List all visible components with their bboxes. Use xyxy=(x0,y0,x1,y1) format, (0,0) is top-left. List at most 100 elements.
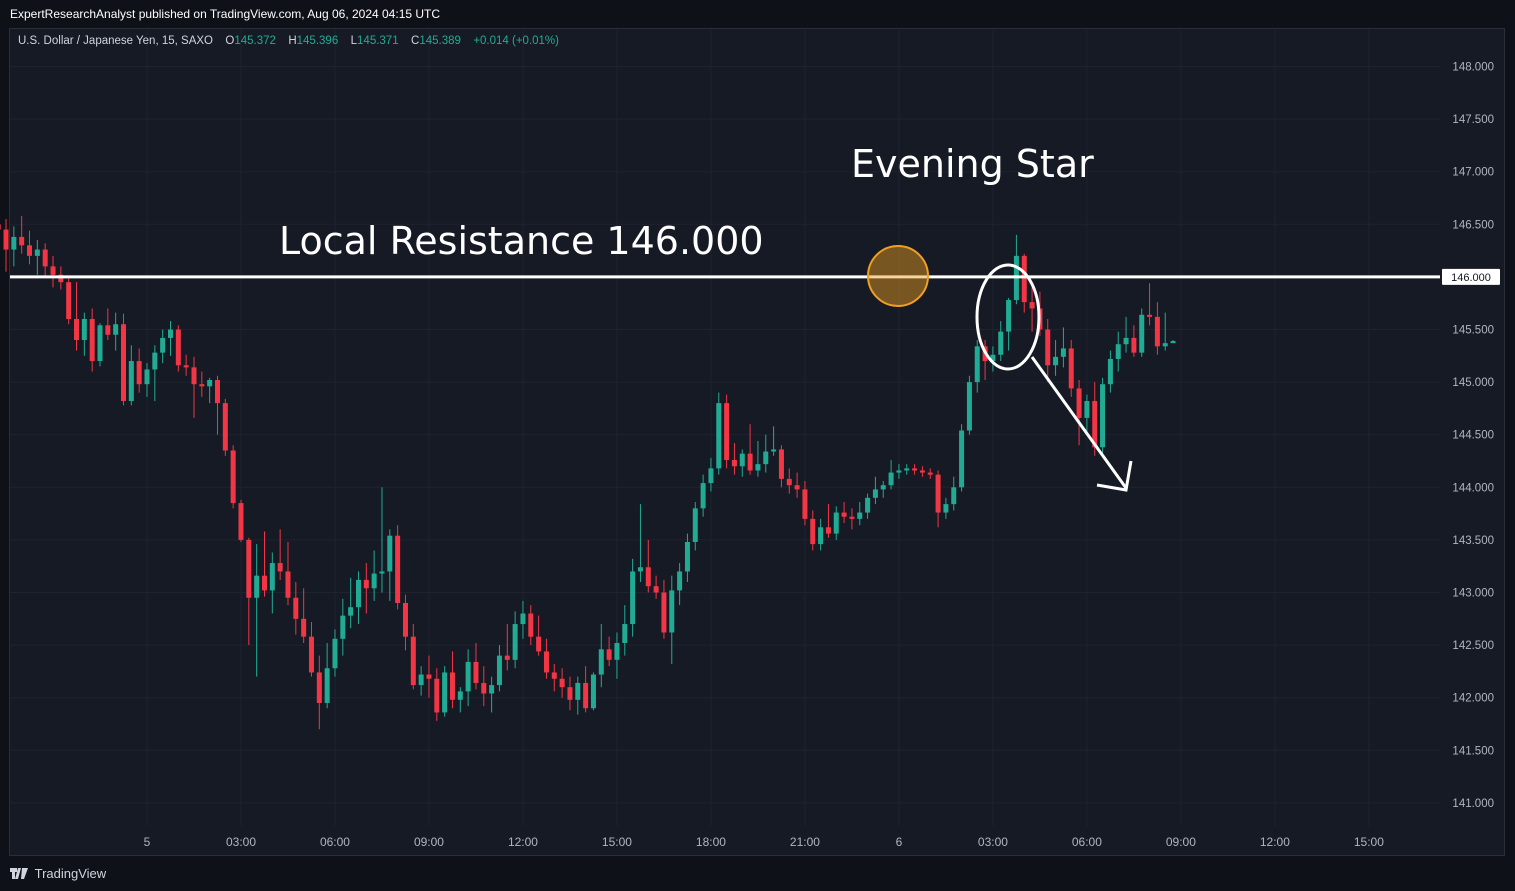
candle-body xyxy=(1076,388,1082,418)
candle-body xyxy=(426,674,432,679)
footer-bar xyxy=(0,856,1515,891)
candle xyxy=(1060,327,1066,368)
candle xyxy=(183,354,189,376)
candle xyxy=(551,664,557,692)
candle xyxy=(254,544,260,677)
candle xyxy=(919,466,925,477)
candle xyxy=(912,464,918,475)
candle-body xyxy=(261,575,267,591)
candle xyxy=(442,666,448,717)
time-axis: 4503:0006:0009:0012:0015:0018:0021:00603… xyxy=(144,835,1385,849)
candle xyxy=(543,638,549,679)
candle xyxy=(1084,394,1090,433)
candle-body xyxy=(434,678,440,713)
legend-low-label: L xyxy=(350,35,358,47)
candle xyxy=(1100,377,1106,454)
candle xyxy=(716,392,722,475)
candle xyxy=(755,441,761,477)
candle-body xyxy=(214,379,220,404)
candle xyxy=(1053,340,1059,376)
candle-body xyxy=(410,636,416,686)
candle-body xyxy=(833,512,839,534)
candle xyxy=(261,531,267,597)
candle xyxy=(246,537,252,646)
candle xyxy=(747,424,753,475)
candle xyxy=(214,375,220,435)
candle xyxy=(387,529,393,601)
candle-body xyxy=(1107,358,1113,385)
candle xyxy=(379,487,385,593)
candle-body xyxy=(1060,348,1066,357)
candle xyxy=(802,480,808,526)
candle-body xyxy=(645,567,651,587)
candle-body xyxy=(11,236,17,250)
candle-body xyxy=(904,468,910,471)
candle-body xyxy=(1131,337,1137,353)
price-tick-label: 145.500 xyxy=(1452,325,1494,337)
candle-body xyxy=(387,535,393,572)
candle-body xyxy=(183,365,189,368)
candle-body xyxy=(802,489,808,519)
candle xyxy=(371,550,377,601)
candle xyxy=(1006,297,1012,351)
chart-pane[interactable] xyxy=(9,28,1505,856)
tradingview-logo[interactable]: TradingView xyxy=(10,866,106,881)
evening-star-ellipse xyxy=(975,263,1041,371)
candle-body xyxy=(363,579,369,589)
candle-body xyxy=(238,503,244,540)
candle-body xyxy=(692,508,698,543)
candle xyxy=(167,321,173,356)
candle xyxy=(426,655,432,698)
symbol-legend: U.S. Dollar / Japanese Yen, 15, SAXO O14… xyxy=(18,35,559,47)
candle-body xyxy=(559,678,565,688)
candle xyxy=(222,398,228,456)
candle-body xyxy=(959,430,965,488)
candle-body xyxy=(520,613,526,625)
annotation-resistance-label: Local Resistance 146.000 xyxy=(279,219,764,263)
candle xyxy=(606,636,612,667)
candle-body xyxy=(121,324,127,402)
candle xyxy=(888,459,894,490)
candle xyxy=(1013,234,1019,305)
legend-high: 145.396 xyxy=(296,35,339,47)
candle-body xyxy=(677,571,683,591)
candle xyxy=(974,340,980,393)
candle-body xyxy=(622,624,628,643)
candle-body xyxy=(794,485,800,490)
candle-body xyxy=(128,361,134,402)
candle-body xyxy=(841,512,847,517)
candle xyxy=(1123,316,1129,353)
candle-body xyxy=(825,527,831,534)
candle-body xyxy=(551,672,557,679)
legend-low: 145.371 xyxy=(357,35,399,47)
candle-body xyxy=(81,318,87,341)
candle xyxy=(11,226,17,267)
candle xyxy=(434,668,440,721)
candle-body xyxy=(230,450,236,504)
candle-body xyxy=(1045,329,1051,366)
candle-body xyxy=(927,472,933,475)
candle-body xyxy=(771,449,777,452)
candle xyxy=(653,575,659,599)
candle-body xyxy=(731,459,737,467)
price-axis: 141.000 141.500 142.000 142.500 143.000 143.5… xyxy=(1452,62,1494,810)
candle-body xyxy=(246,539,252,598)
price-tick-label: 142.000 xyxy=(1452,693,1494,705)
candle xyxy=(880,480,886,498)
candle-body xyxy=(818,527,824,545)
candle-body xyxy=(716,403,722,469)
candle-body xyxy=(1154,316,1160,347)
candle xyxy=(904,464,910,475)
price-tick-label: 146.500 xyxy=(1452,219,1494,231)
candle xyxy=(199,371,205,397)
price-tick-label: 148.000 xyxy=(1452,62,1494,74)
candle-body xyxy=(598,649,604,675)
candle xyxy=(1045,318,1051,383)
candle-body xyxy=(724,403,730,460)
candle xyxy=(34,240,40,275)
candle-body xyxy=(254,575,260,598)
candle xyxy=(410,624,416,690)
down-arrow-shaft xyxy=(1030,356,1128,489)
candle xyxy=(771,426,777,456)
